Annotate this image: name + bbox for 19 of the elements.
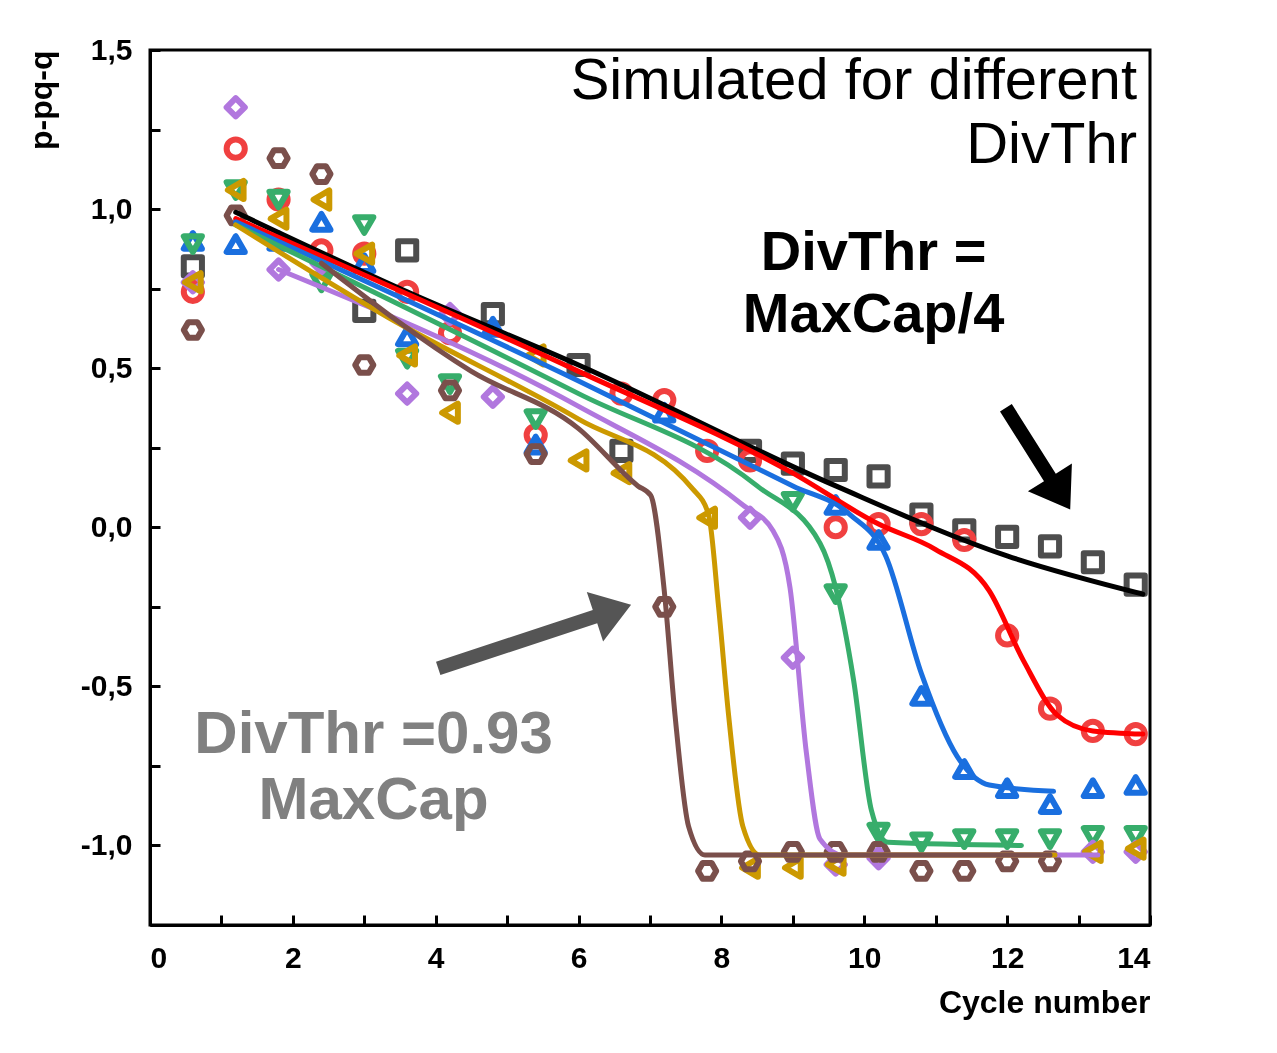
y-tick-label: -0,5 — [80, 668, 133, 702]
x-tick-label: 14 — [1117, 940, 1151, 974]
x-tick-label: 12 — [990, 940, 1025, 974]
x-tick-label: 8 — [713, 940, 731, 974]
x-axis-title: Cycle number — [938, 983, 1151, 1020]
x-tick-label: 4 — [427, 940, 445, 974]
y-tick-label: -1,0 — [80, 827, 133, 861]
y-axis-title: p-pq-q — [22, 50, 59, 150]
x-tick-label: 6 — [570, 940, 588, 974]
x-tick-label: 0 — [150, 940, 168, 974]
x-tick-label: 10 — [848, 940, 882, 974]
y-tick-label: 0,0 — [90, 509, 133, 543]
annotation: DivThr = MaxCap/4 — [741, 219, 1006, 344]
annotation: DivThr =0.93 MaxCap — [193, 699, 554, 833]
y-tick-label: 1,5 — [90, 32, 133, 66]
y-tick-label: 0,5 — [90, 350, 133, 384]
annotation: Simulated for different DivThr — [569, 46, 1137, 175]
y-tick-label: 1,0 — [90, 191, 133, 225]
x-tick-label: 2 — [285, 940, 302, 974]
